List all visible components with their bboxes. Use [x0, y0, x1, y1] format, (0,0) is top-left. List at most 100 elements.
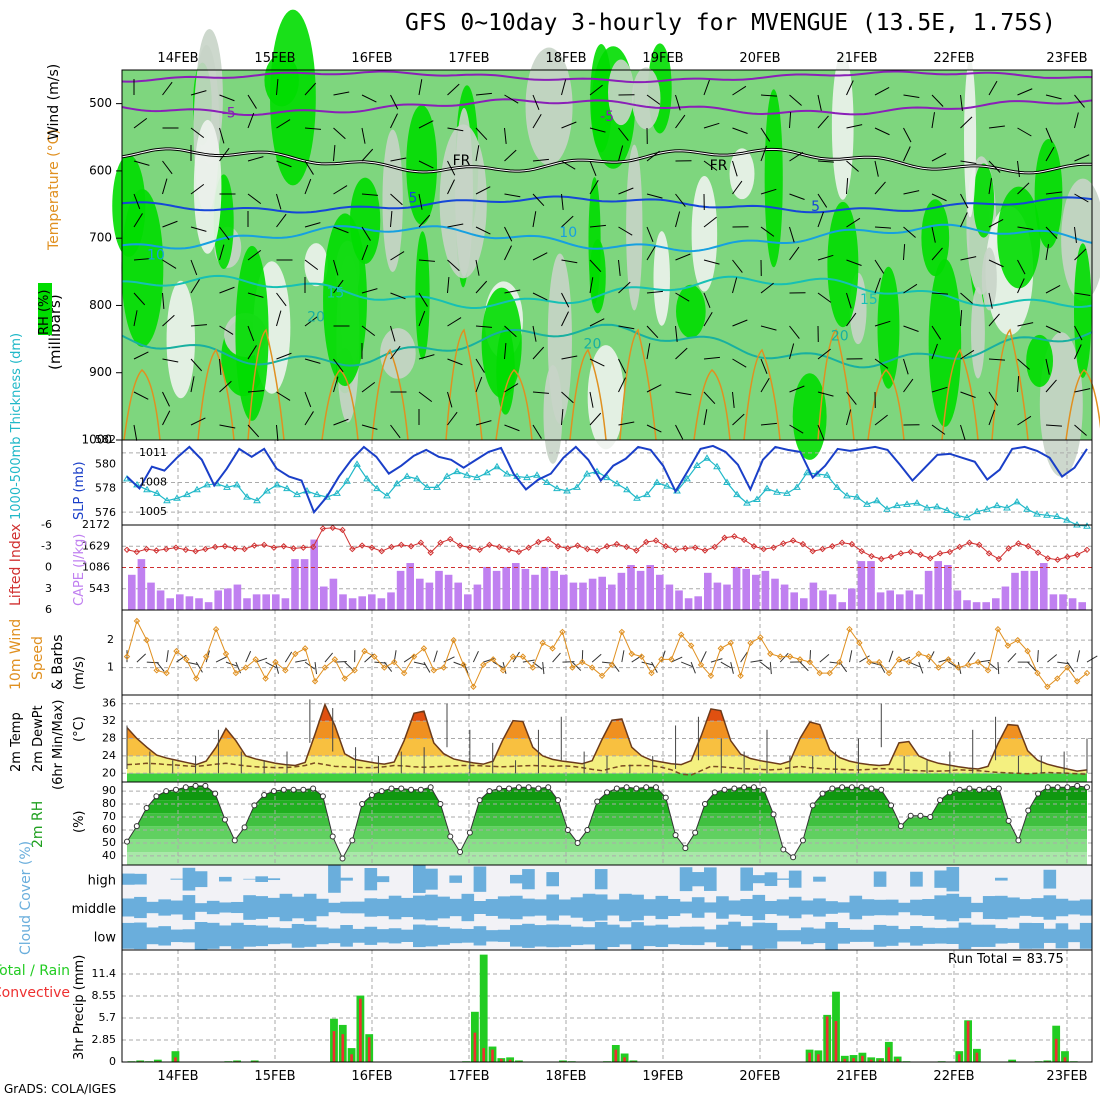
surface-wind-barb: [700, 651, 707, 663]
wind-speed-marker: [569, 664, 576, 671]
wind-speed-marker: [1014, 636, 1021, 644]
wind-speed-marker: [776, 653, 784, 660]
rh-marker: [545, 784, 552, 791]
cloud-row-label: high: [88, 874, 116, 889]
cape-bar: [982, 602, 990, 610]
wind-speed-marker: [1064, 664, 1071, 671]
wind-barb: [618, 281, 631, 294]
cloud-cell: [279, 928, 293, 944]
rh-marker: [506, 785, 513, 792]
cape-bar: [195, 598, 203, 610]
rh-marker: [1054, 784, 1061, 791]
surface-wind-barb: [1076, 650, 1081, 663]
wind-speed-marker: [123, 653, 131, 660]
lifted-index-marker: [603, 543, 611, 550]
cape-bar: [646, 564, 654, 610]
cape-bar: [972, 602, 981, 610]
wind-barb: [361, 424, 378, 430]
lifted-index-marker: [545, 535, 552, 543]
lifted-index-marker: [623, 543, 630, 551]
wind-barb: [931, 343, 938, 360]
lifted-index-marker: [378, 548, 385, 555]
wind-barb: [162, 81, 173, 96]
rh-contour-patch: [590, 44, 613, 153]
cloud-cell: [534, 925, 547, 947]
cloud-cell: [485, 899, 499, 916]
cape-bar: [675, 590, 683, 610]
rh-contour-patch: [235, 245, 269, 421]
lifted-index-marker: [770, 544, 777, 551]
cape-bar: [608, 584, 616, 610]
cape-bar: [396, 570, 405, 610]
lifted-index-marker: [809, 548, 816, 555]
rh-marker: [486, 788, 493, 795]
rh-marker: [251, 802, 258, 809]
cloud-cell: [667, 927, 681, 945]
cloud-cell: [570, 897, 584, 918]
wind-barb: [133, 117, 148, 129]
lifted-index-marker: [251, 542, 258, 549]
cloud-cell: [425, 894, 438, 921]
rh-marker: [231, 837, 238, 844]
wind-speed-marker: [638, 653, 645, 660]
lifted-index-marker: [280, 543, 287, 550]
wind-barb: [931, 226, 936, 243]
rh-marker: [946, 789, 953, 796]
cape-bar: [819, 590, 827, 610]
wind-barb: [589, 412, 602, 426]
wind-barb: [133, 213, 143, 228]
wind-barb: [960, 94, 963, 111]
cloud-cell: [219, 925, 232, 947]
date-label-top: 16FEB: [351, 51, 392, 66]
surface-wind-barb: [334, 660, 347, 663]
cloud-cell: [934, 870, 947, 888]
wind-axis-label-c: & Barbs: [50, 635, 66, 691]
wind-speed-marker: [133, 617, 141, 625]
cloud-cell: [607, 924, 620, 947]
surface-wind-barb: [1066, 661, 1075, 673]
cloud-row-label: middle: [72, 902, 116, 917]
temp-band: [127, 773, 1087, 782]
rh-marker: [868, 785, 875, 792]
wind-barb: [276, 160, 292, 168]
cape-bar: [425, 582, 434, 610]
slp-tick-label: 1008: [139, 476, 167, 489]
wind-barb: [589, 224, 606, 228]
precip-total-bar: [479, 954, 488, 1062]
wind-barb: [817, 391, 834, 397]
cloud-cell: [461, 893, 475, 922]
wind-barb: [1045, 146, 1055, 162]
lifted-index-marker: [535, 538, 542, 546]
wind-barb: [960, 160, 977, 164]
wind-barb: [304, 259, 319, 271]
cloud-cell: [558, 899, 572, 916]
wind-barb: [589, 318, 605, 327]
cape-bar: [617, 572, 626, 610]
cloud-cell: [946, 866, 960, 892]
precip-tick-label: 2.85: [92, 1033, 117, 1046]
wind-speed-marker: [846, 625, 853, 633]
lifted-tick-label: 0: [45, 561, 52, 574]
rh-contour-patch: [877, 266, 900, 389]
thickness-marker: [183, 490, 191, 498]
wind-speed-marker: [341, 675, 348, 682]
thickness-marker: [793, 483, 801, 490]
wind-speed-marker: [1073, 678, 1081, 685]
cape-bar: [636, 570, 645, 610]
cloud-cell: [801, 900, 814, 915]
wind-barb: [162, 259, 177, 269]
wind-barb: [219, 244, 225, 261]
lifted-index-marker: [153, 547, 160, 554]
lifted-index-marker: [868, 552, 875, 560]
isotherm-label: 10: [147, 248, 165, 264]
rh-marker: [153, 793, 160, 800]
wind-speed-marker: [875, 658, 883, 666]
wind-barb: [846, 217, 861, 228]
wind-barb: [133, 258, 150, 261]
rh-marker: [594, 798, 601, 805]
cloud-cell: [788, 896, 802, 919]
cloud-cell: [1043, 895, 1057, 920]
rh-marker: [172, 786, 179, 793]
cloud-cell: [995, 895, 1008, 920]
lifted-index-marker: [780, 540, 787, 547]
